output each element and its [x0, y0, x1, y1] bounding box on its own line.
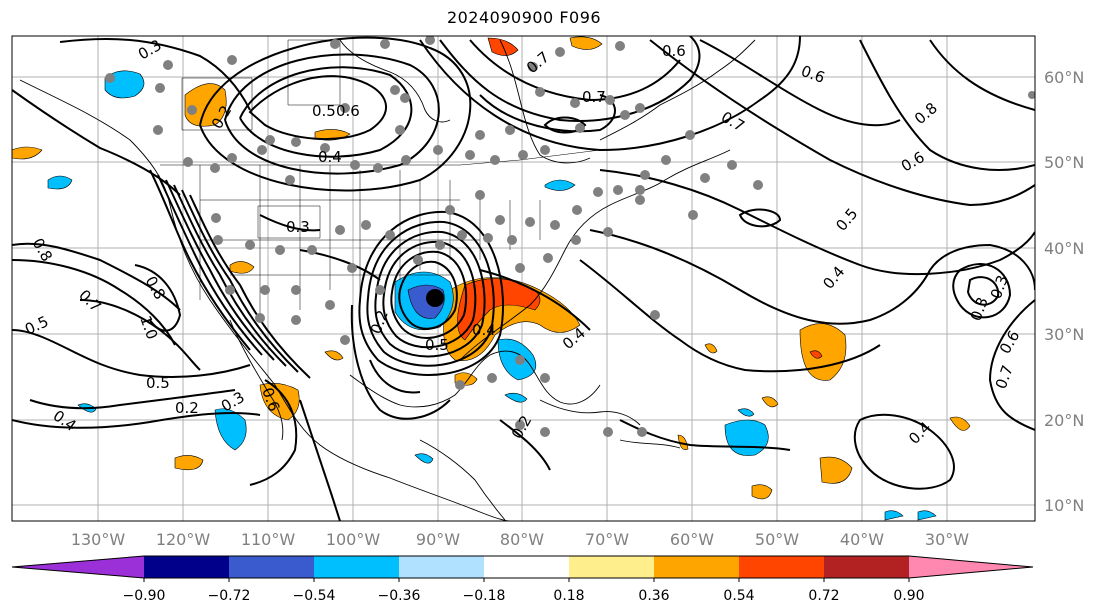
contour-label: 0.4	[472, 321, 496, 339]
lon-label: 120°W	[156, 530, 211, 549]
lon-label: 110°W	[241, 530, 296, 549]
lon-label: 30°W	[925, 530, 969, 549]
lon-label: 60°W	[670, 530, 714, 549]
contour-label: 0.5	[425, 336, 449, 354]
colorbar-tick-label: −0.18	[463, 588, 506, 604]
colorbar-swatch	[739, 556, 824, 578]
lat-label: 30°N	[1044, 325, 1084, 344]
colorbar-tick-label: 0.36	[638, 588, 669, 604]
colorbar-tick-label: −0.54	[293, 588, 336, 604]
lon-label: 100°W	[326, 530, 381, 549]
colorbar-swatch	[654, 556, 739, 578]
contour-label: 0.2	[175, 399, 199, 417]
lon-label: 50°W	[755, 530, 799, 549]
colorbar-swatch	[909, 556, 1033, 578]
lon-label: 130°W	[71, 530, 126, 549]
shaded-fields	[12, 36, 971, 521]
lon-label: 70°W	[585, 530, 629, 549]
colorbar-tick-label: 0.54	[723, 588, 754, 604]
contour-label: 0.7	[582, 88, 606, 106]
lat-label: 50°N	[1044, 153, 1084, 172]
colorbar-swatch	[484, 556, 569, 578]
colorbar-swatch	[229, 556, 314, 578]
latitude-labels: 60°N 50°N 40°N 30°N 20°N 10°N	[1044, 68, 1084, 515]
colorbar-tick-label: −0.72	[208, 588, 251, 604]
lat-label: 60°N	[1044, 68, 1084, 87]
storm-center-marker	[426, 289, 444, 307]
map-background	[12, 36, 1035, 521]
colorbar-swatch	[824, 556, 909, 578]
contour-label: 0.4	[318, 148, 342, 166]
lon-label: 40°W	[840, 530, 884, 549]
contour-label: 0.3	[286, 218, 310, 236]
contour-label: 0.5	[146, 374, 170, 392]
longitude-labels: 130°W 120°W 110°W 100°W 90°W 80°W 70°W 6…	[71, 530, 969, 549]
colorbar: −0.90 −0.72 −0.54 −0.36 −0.18 0.18 0.36 …	[11, 555, 1034, 604]
coastlines	[19, 39, 756, 521]
contour-label: 0.6	[662, 42, 686, 60]
lat-label: 40°N	[1044, 239, 1084, 258]
colorbar-tick-label: 0.90	[893, 588, 924, 604]
station-markers	[105, 36, 1035, 437]
graticule	[12, 36, 1035, 521]
colorbar-swatch	[314, 556, 399, 578]
map-title: 2024090900 F096	[446, 8, 602, 27]
colorbar-tick-label: 0.72	[808, 588, 839, 604]
map-frame	[11, 35, 1036, 522]
colorbar-tick-label: 0.18	[553, 588, 584, 604]
lon-label: 90°W	[416, 530, 460, 549]
colorbar-swatch	[399, 556, 484, 578]
contour-label: 0.5	[312, 102, 336, 120]
lon-label: 80°W	[500, 530, 544, 549]
colorbar-tick-label: −0.90	[123, 588, 166, 604]
colorbar-swatch	[569, 556, 654, 578]
contour-label: 0.6	[336, 102, 360, 120]
lat-label: 10°N	[1044, 496, 1084, 515]
lat-label: 20°N	[1044, 411, 1084, 430]
colorbar-tick-label: −0.36	[378, 588, 421, 604]
colorbar-swatch	[144, 556, 229, 578]
colorbar-swatch	[12, 556, 144, 578]
contour-lines	[12, 36, 1035, 521]
